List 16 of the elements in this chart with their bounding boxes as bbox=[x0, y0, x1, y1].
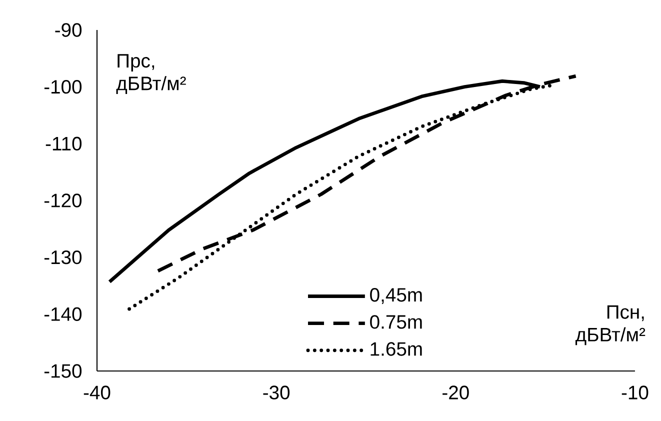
y-tick-label: -130 bbox=[44, 250, 82, 264]
y-tick-label: -150 bbox=[44, 364, 82, 378]
y-tick-label: -90 bbox=[55, 23, 82, 37]
legend-label: 1.65m bbox=[370, 342, 422, 356]
y-tick-label: -100 bbox=[44, 80, 82, 94]
legend-label: 0,45m bbox=[370, 288, 422, 304]
x-tick-label: -30 bbox=[263, 386, 290, 400]
y-tick-label: -140 bbox=[44, 307, 82, 321]
x-tick-label: -20 bbox=[442, 386, 469, 400]
y-tick-label: -110 bbox=[46, 136, 82, 151]
legend-label: 0.75m bbox=[370, 315, 422, 329]
x-axis-title: Псн, дБВт/м² bbox=[575, 305, 646, 346]
y-axis-title: Прс, дБВт/м² bbox=[116, 54, 186, 94]
x-tick-label: -10 bbox=[622, 386, 648, 400]
x-tick-label: -40 bbox=[84, 386, 110, 400]
y-tick-label: -120 bbox=[44, 194, 82, 208]
